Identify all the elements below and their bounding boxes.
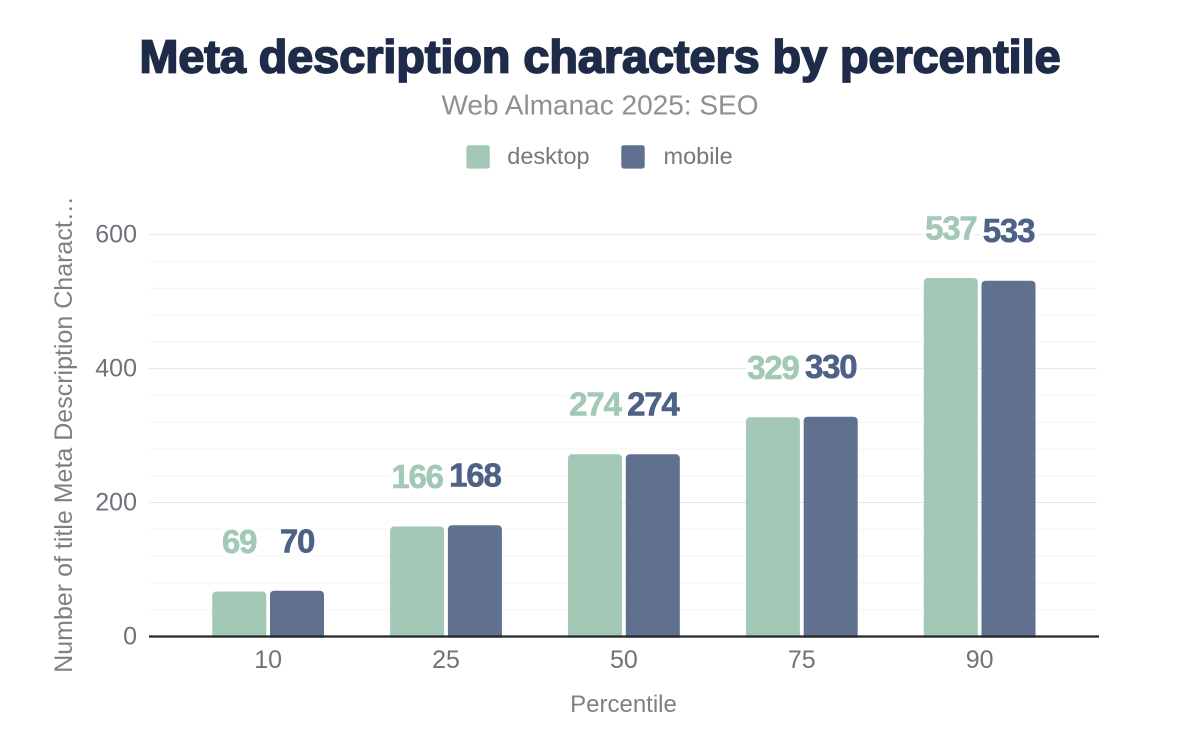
svg-text:70: 70 [280, 522, 314, 559]
svg-text:166: 166 [391, 458, 443, 495]
svg-text:Web Almanac 2025: SEO: Web Almanac 2025: SEO [442, 90, 759, 121]
svg-text:10: 10 [254, 646, 282, 674]
svg-text:25: 25 [432, 646, 460, 674]
svg-text:537: 537 [925, 210, 976, 247]
svg-text:329: 329 [747, 349, 799, 386]
svg-text:70: 70 [280, 522, 314, 559]
svg-text:537: 537 [925, 210, 976, 247]
svg-text:0: 0 [123, 623, 137, 651]
svg-text:168: 168 [449, 457, 501, 494]
svg-text:400: 400 [95, 355, 137, 383]
svg-text:50: 50 [610, 646, 638, 674]
svg-text:Number of title Meta Descripti: Number of title Meta Description Charact… [50, 196, 78, 673]
svg-text:69: 69 [222, 523, 257, 560]
svg-text:330: 330 [805, 348, 856, 385]
svg-text:Meta description characters by: Meta description characters by percentil… [139, 30, 1060, 82]
svg-text:274: 274 [627, 386, 680, 423]
svg-text:desktop: desktop [507, 143, 589, 169]
svg-text:75: 75 [788, 646, 816, 674]
svg-text:69: 69 [222, 523, 257, 560]
svg-text:329: 329 [747, 349, 799, 386]
svg-text:166: 166 [391, 458, 443, 495]
svg-text:200: 200 [95, 489, 137, 517]
svg-text:533: 533 [983, 212, 1035, 249]
svg-text:mobile: mobile [664, 143, 733, 169]
svg-text:90: 90 [966, 646, 994, 674]
svg-text:Percentile: Percentile [570, 691, 677, 718]
svg-text:533: 533 [983, 212, 1035, 249]
svg-text:330: 330 [805, 348, 856, 385]
svg-text:274: 274 [569, 386, 622, 423]
svg-text:274: 274 [627, 386, 680, 423]
svg-text:168: 168 [449, 457, 501, 494]
svg-text:274: 274 [569, 386, 622, 423]
svg-text:600: 600 [95, 221, 137, 249]
